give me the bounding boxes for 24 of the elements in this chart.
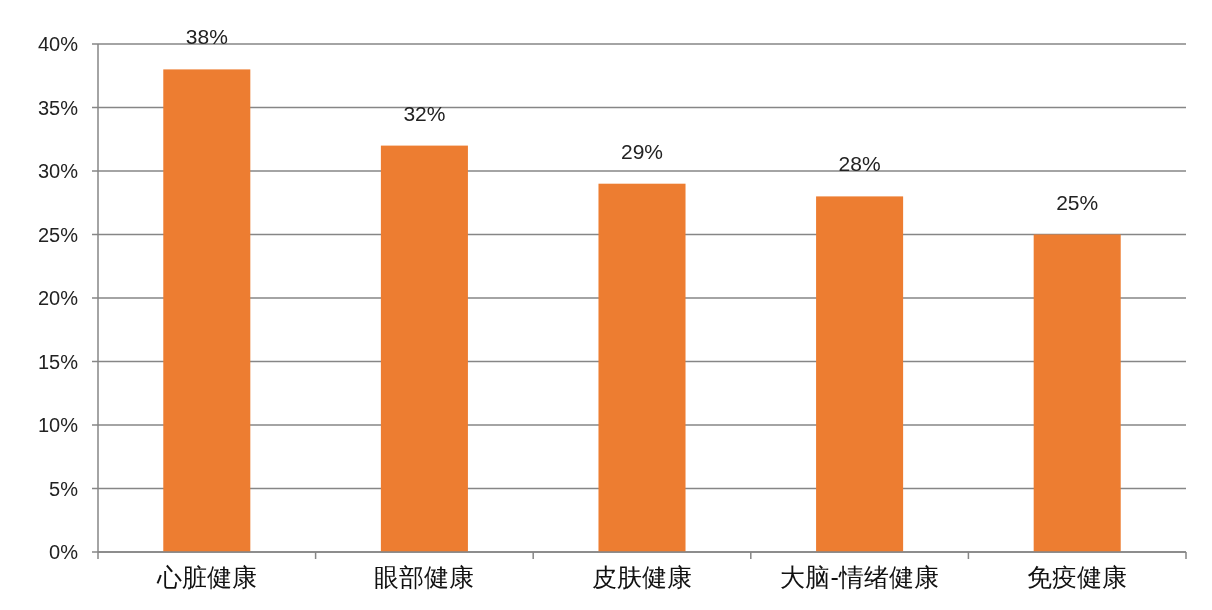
x-tick-label: 皮肤健康 — [592, 563, 692, 591]
y-tick-label: 20% — [37, 287, 79, 309]
y-tick-label: 35% — [37, 96, 79, 119]
data-label: 28% — [838, 152, 881, 176]
data-label: 32% — [403, 101, 446, 125]
x-tick-label: 大脑-情绪健康 — [780, 563, 939, 591]
bar — [816, 196, 904, 552]
bar — [1033, 234, 1121, 552]
y-tick-label: 40% — [37, 33, 79, 55]
x-tick-label: 免疫健康 — [1027, 563, 1128, 591]
x-tick-label: 眼部健康 — [374, 563, 475, 591]
bar — [163, 69, 251, 552]
x-tick-label: 心脏健康 — [155, 563, 257, 591]
bar — [380, 145, 468, 552]
bar — [598, 183, 686, 552]
y-tick-label: 10% — [37, 414, 79, 436]
data-label: 29% — [620, 139, 664, 163]
y-tick-label: 30% — [37, 160, 79, 182]
data-label: 25% — [1056, 190, 1099, 214]
data-label: 38% — [185, 25, 228, 49]
y-tick-label: 5% — [49, 477, 79, 500]
y-tick-label: 0% — [49, 541, 79, 563]
y-tick-label: 25% — [37, 223, 79, 246]
y-tick-label: 15% — [37, 350, 79, 373]
